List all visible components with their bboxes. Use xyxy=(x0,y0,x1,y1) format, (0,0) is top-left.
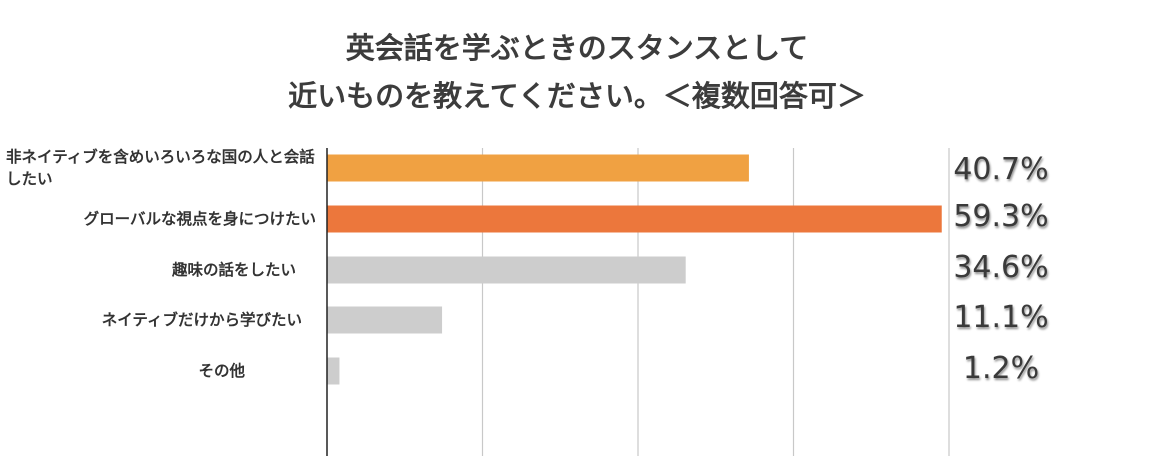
bar-2 xyxy=(327,256,686,284)
category-label-3: ネイティブだけから学びたい xyxy=(101,311,302,329)
value-label-3: 11.1% xyxy=(953,300,1049,335)
bar-4 xyxy=(327,357,340,385)
value-label-4: 1.2% xyxy=(962,351,1040,386)
category-label-0: 非ネイティブを含めいろいろな国の人と会話したい xyxy=(6,148,315,188)
bar-3 xyxy=(327,306,443,334)
gridlines xyxy=(481,148,950,456)
chart-title-line-2: 近いものを教えてください。＜複数回答可＞ xyxy=(288,79,866,113)
category-label-4: その他 xyxy=(198,362,245,380)
bar-1 xyxy=(327,205,942,233)
value-label-0: 40.7% xyxy=(953,152,1049,187)
bars xyxy=(327,154,942,385)
chart-title-line-1: 英会話を学ぶときのスタンスとして xyxy=(345,31,809,65)
bar-0 xyxy=(327,154,749,182)
chart-title: 英会話を学ぶときのスタンスとして 近いものを教えてください。＜複数回答可＞ xyxy=(0,24,1154,120)
value-label-2: 34.6% xyxy=(953,250,1049,285)
category-label-2: 趣味の話をしたい xyxy=(171,261,296,279)
category-label-1: グローバルな視点を身につけたい xyxy=(83,210,316,228)
value-label-1: 59.3% xyxy=(953,199,1049,234)
